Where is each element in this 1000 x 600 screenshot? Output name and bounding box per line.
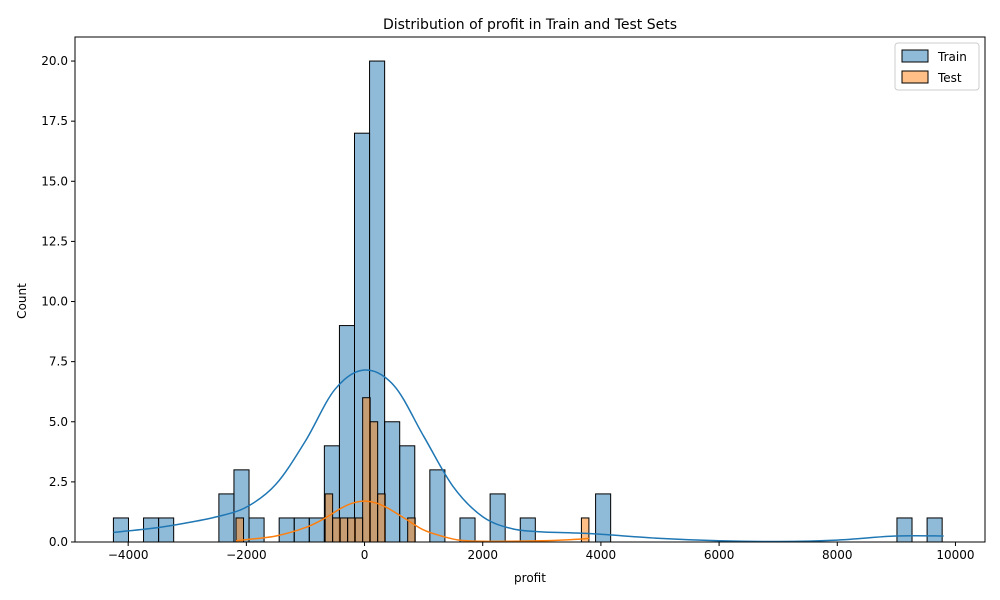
- bar-test: [339, 517, 349, 543]
- bar-train: [459, 517, 476, 543]
- bar-train: [489, 493, 506, 543]
- bar-train: [926, 517, 943, 543]
- legend-label-test: Test: [937, 71, 962, 85]
- x-tick-label: 6000: [704, 548, 735, 562]
- bar-train: [308, 517, 325, 543]
- legend-label-train: Train: [937, 50, 967, 64]
- x-tick-label: 4000: [586, 548, 617, 562]
- chart-title: Distribution of profit in Train and Test…: [383, 17, 677, 33]
- x-tick-label: −2000: [226, 548, 267, 562]
- bar-test: [354, 517, 364, 543]
- x-tick-label: 8000: [822, 548, 853, 562]
- bar-train: [158, 517, 175, 543]
- bar-test: [362, 397, 371, 543]
- series-test-bars: [235, 397, 590, 543]
- y-tick-label: 2.5: [49, 475, 68, 489]
- bar-test: [377, 493, 386, 543]
- x-axis-label: profit: [514, 571, 546, 585]
- bar-train: [338, 325, 356, 543]
- legend: Train Test: [894, 42, 980, 91]
- bar-train: [384, 421, 401, 543]
- y-tick-label: 5.0: [49, 415, 68, 429]
- bar-train: [278, 517, 295, 543]
- kde-line-train: [113, 369, 944, 543]
- x-tick-label: 0: [361, 548, 369, 562]
- legend-swatch-test: [901, 70, 929, 84]
- y-tick-label: 20.0: [41, 54, 68, 68]
- series-train-bars: [112, 60, 943, 543]
- bar-train: [896, 517, 913, 543]
- x-tick-label: 2000: [467, 548, 498, 562]
- bar-train: [429, 469, 446, 543]
- y-tick-label: 15.0: [41, 174, 68, 188]
- y-axis-label: Count: [15, 283, 29, 319]
- axes-frame: [74, 36, 986, 543]
- y-tick-label: 10.0: [41, 295, 68, 309]
- y-tick-label: 17.5: [41, 114, 68, 128]
- bar-train: [112, 517, 129, 543]
- bar-test: [235, 517, 245, 543]
- y-tick-label: 12.5: [41, 234, 68, 248]
- x-tick-label: −4000: [108, 548, 149, 562]
- y-tick-label: 7.5: [49, 355, 68, 369]
- kde-line-test: [235, 500, 590, 543]
- x-tick-label: 10000: [936, 548, 974, 562]
- bar-test: [332, 517, 341, 543]
- bar-test: [347, 517, 356, 543]
- plot-area: −4000 −2000 0 2000 4000 6000 8000 10000 0.0 2.5 5.…: [41, 36, 986, 562]
- y-tick-label: 0.0: [49, 535, 68, 549]
- legend-swatch-train: [901, 49, 929, 63]
- bar-train: [218, 493, 235, 543]
- bar-train: [143, 517, 160, 543]
- bar-test: [369, 421, 379, 543]
